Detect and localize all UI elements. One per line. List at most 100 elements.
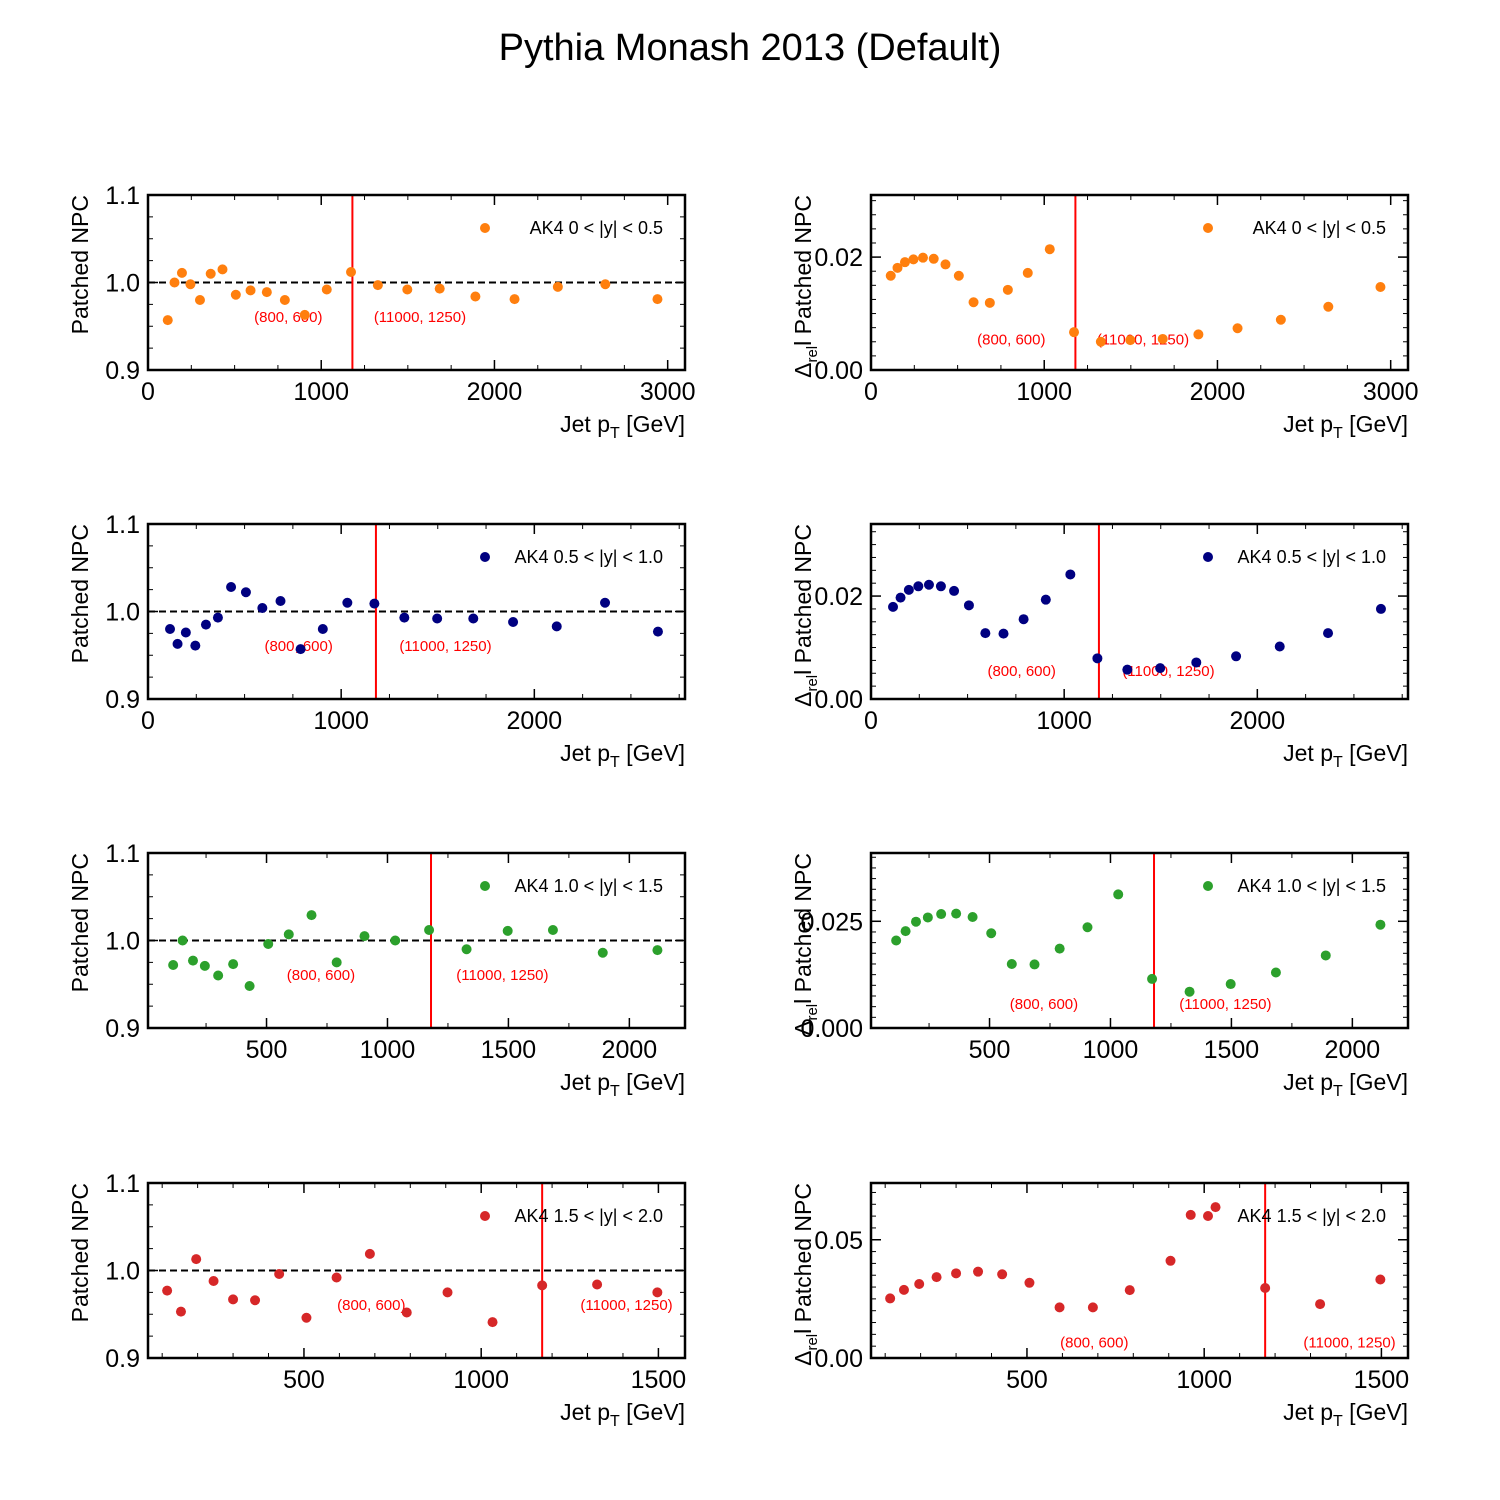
panel-row3-left: 500 1000 1500 2000 0.9 1.0 1.1 (800, 600) (11000… — [67, 840, 687, 1100]
data-point — [885, 1293, 896, 1304]
data-point — [1231, 651, 1242, 662]
data-point — [274, 1269, 285, 1279]
x-axis-label: Jet pT [GeV] — [1283, 1399, 1408, 1430]
data-point — [369, 598, 380, 609]
data-point — [1065, 569, 1076, 580]
y-axis-label: Δrell Patched NPC — [790, 524, 821, 707]
annotation-label: (11000, 1250) — [580, 1297, 672, 1314]
data-point — [652, 1287, 663, 1298]
data-point — [940, 259, 951, 270]
annotation-label: (800, 600) — [1060, 1334, 1128, 1351]
y-axis-label: Patched NPC — [67, 853, 93, 992]
x-tick-label: 1000 — [313, 707, 369, 735]
y-tick-label: 0.9 — [105, 1015, 140, 1043]
data-point — [200, 619, 211, 630]
data-series — [885, 244, 1386, 347]
data-point — [552, 281, 563, 292]
y-axis-label: Δrell Patched NPC — [790, 1183, 821, 1366]
data-point — [434, 283, 445, 294]
panels: 0 1000 2000 3000 0.9 1.0 1.1 (800, 600) (11000, … — [67, 182, 1418, 1430]
annotation-label: (800, 600) — [254, 309, 322, 326]
x-tick-label: 2000 — [467, 378, 523, 406]
x-axis-label: Jet pT [GeV] — [1283, 411, 1408, 442]
x-tick-label: 1000 — [1083, 1036, 1139, 1064]
annotation-label: (11000, 1250) — [399, 638, 491, 655]
data-point — [1069, 327, 1080, 338]
y-tick-label: 1.1 — [105, 840, 140, 868]
data-point — [185, 279, 196, 290]
data-point — [1185, 1209, 1196, 1220]
legend-marker — [1203, 881, 1213, 891]
data-point — [1113, 889, 1124, 900]
data-point — [1232, 323, 1243, 334]
x-tick-label: 0 — [864, 707, 878, 735]
x-tick-label: 500 — [1006, 1366, 1048, 1394]
data-series — [891, 889, 1386, 997]
data-point — [984, 297, 995, 308]
data-point — [935, 581, 946, 592]
y-tick-label: 1.1 — [105, 182, 140, 210]
x-axis-label: Jet pT [GeV] — [1283, 740, 1408, 771]
data-point — [888, 601, 899, 612]
data-point — [931, 1272, 942, 1283]
x-tick-label: 500 — [969, 1036, 1011, 1064]
data-point — [892, 262, 903, 273]
data-point — [244, 981, 255, 991]
data-series — [165, 582, 663, 655]
data-point — [1323, 301, 1334, 312]
data-point — [172, 638, 183, 649]
data-point — [509, 294, 520, 305]
x-tick-label: 0 — [141, 707, 155, 735]
y-axis-label: Δrell Patched NPC — [790, 195, 821, 378]
data-point — [951, 1268, 962, 1279]
x-tick-label: 1000 — [1036, 707, 1092, 735]
data-point — [968, 297, 979, 308]
data-point — [190, 640, 201, 651]
data-point — [963, 600, 974, 611]
data-point — [321, 284, 332, 295]
data-point — [652, 945, 663, 956]
legend-label: AK4 0 < |y| < 0.5 — [530, 218, 663, 238]
y-tick-label: 0.9 — [105, 686, 140, 714]
data-point — [424, 925, 435, 935]
legend-marker — [480, 1211, 490, 1221]
x-axis-label: Jet pT [GeV] — [560, 740, 685, 771]
data-point — [551, 621, 562, 632]
data-point — [908, 254, 919, 265]
data-point — [980, 628, 991, 639]
y-tick-label: 0.02 — [814, 244, 863, 272]
y-tick-label: 0.9 — [105, 1345, 140, 1373]
y-axis-label: Patched NPC — [67, 195, 93, 334]
data-point — [1024, 1277, 1035, 1288]
y-tick-label: 0.02 — [814, 583, 863, 611]
data-point — [1029, 959, 1040, 970]
data-point — [226, 582, 237, 592]
data-point — [1270, 967, 1281, 978]
data-point — [399, 612, 410, 623]
data-point — [240, 587, 251, 598]
x-tick-label: 1000 — [1176, 1366, 1232, 1394]
legend-label: AK4 0.5 < |y| < 1.0 — [1238, 547, 1386, 567]
data-point — [1157, 333, 1168, 344]
legend-marker — [1203, 1211, 1213, 1221]
data-point — [1082, 922, 1093, 933]
data-point — [487, 1317, 498, 1328]
data-point — [998, 628, 1009, 639]
legend-label: AK4 1.0 < |y| < 1.5 — [1238, 876, 1386, 896]
data-point — [257, 603, 268, 613]
data-point — [1375, 603, 1386, 614]
data-point — [177, 935, 188, 946]
data-series — [885, 1202, 1386, 1313]
data-point — [949, 585, 960, 596]
x-tick-label: 3000 — [640, 378, 696, 406]
legend-marker — [1203, 552, 1213, 562]
data-point — [1260, 1283, 1271, 1293]
data-point — [1040, 594, 1051, 605]
legend-label: AK4 1.5 < |y| < 2.0 — [1238, 1206, 1386, 1226]
data-point — [175, 1306, 186, 1317]
data-point — [1155, 663, 1166, 674]
data-point — [331, 957, 342, 968]
data-point — [910, 916, 921, 927]
data-point — [652, 294, 663, 305]
